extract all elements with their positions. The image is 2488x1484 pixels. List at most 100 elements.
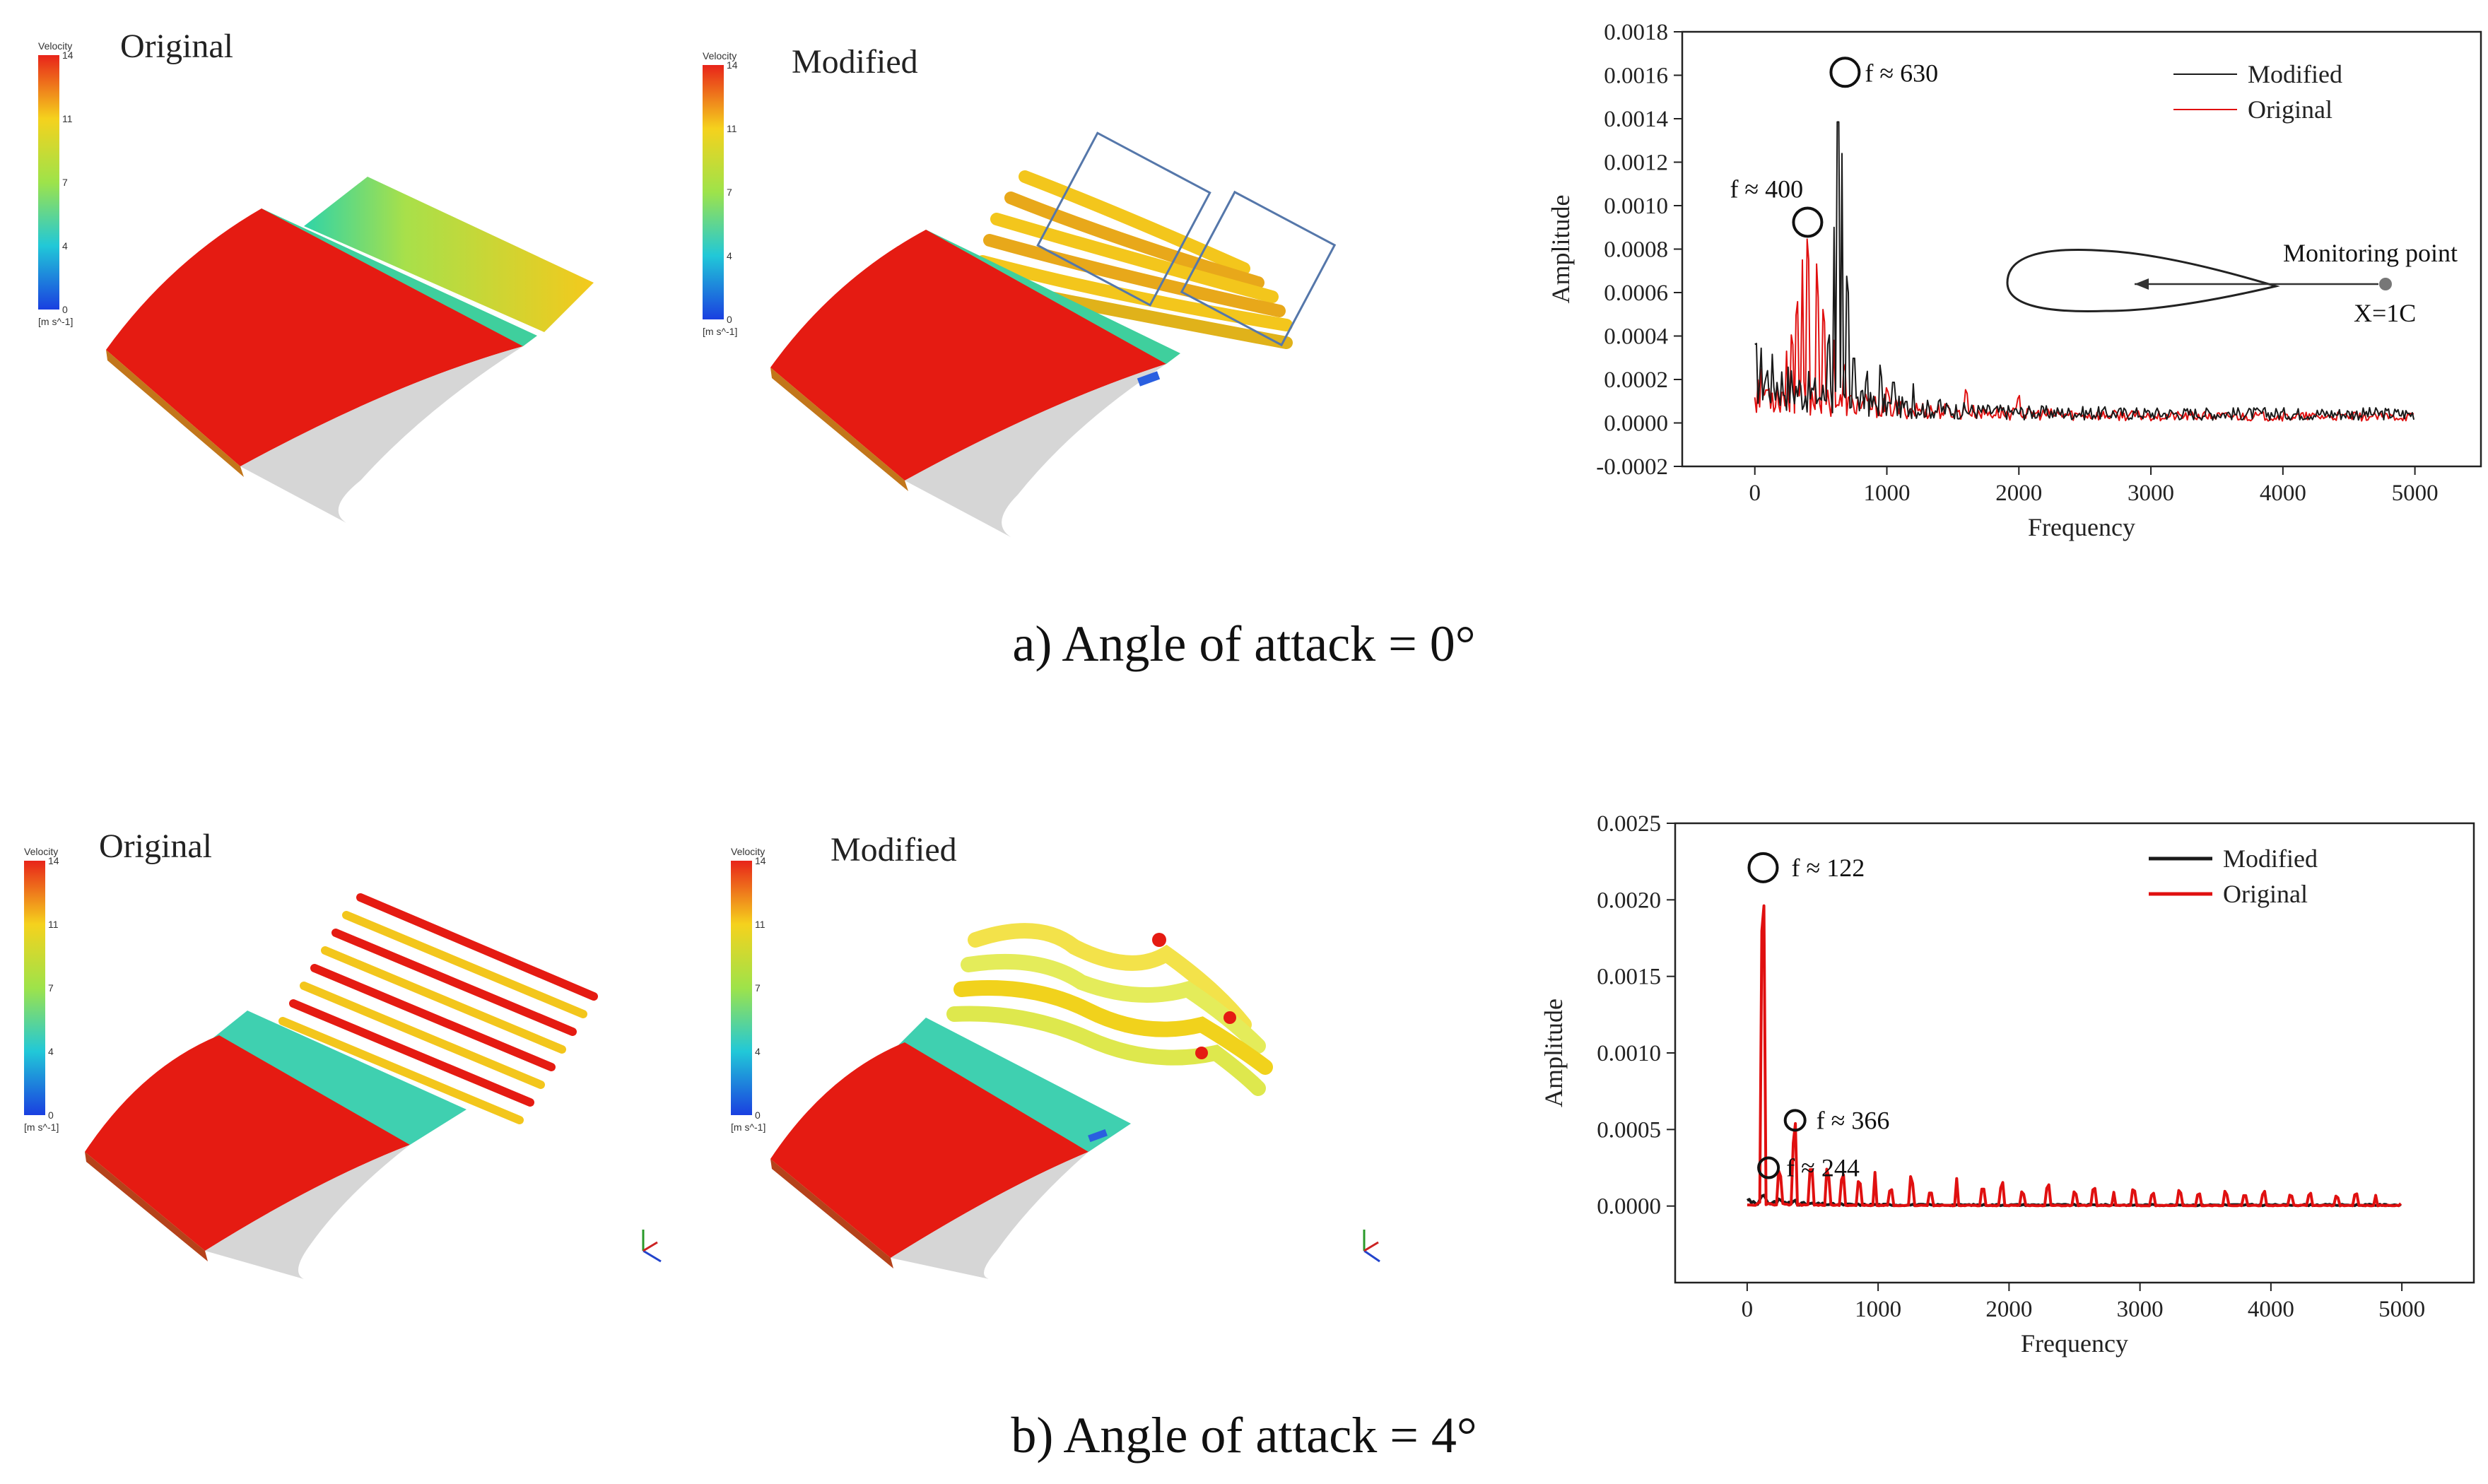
airfoil-upper-surface	[106, 208, 523, 466]
y-tick-label: 0.0014	[1604, 107, 1668, 132]
y-tick-label: 0.0005	[1597, 1117, 1661, 1143]
colorbar-tick: 11	[48, 919, 59, 930]
y-tick-label: 0.0020	[1597, 888, 1661, 913]
colorbar-unit: [m s^-1]	[38, 316, 73, 327]
chart-b: 0.0000 0.0005 0.0010 0.0015 0.0020 0.0025 0 100…	[1498, 791, 2488, 1371]
colorbar-tick: 0	[755, 1109, 761, 1121]
y-tick-label: 0.0016	[1604, 64, 1668, 89]
render-b-original: Velocity 14 11 7 4 0 [m s^-1] Original	[14, 813, 693, 1279]
render-title: Modified	[792, 43, 918, 81]
colorbar-tick: 0	[48, 1109, 54, 1121]
x-tick-label: 4000	[2248, 1297, 2294, 1322]
x-tick-label: 0	[1749, 481, 1761, 506]
colorbar	[38, 55, 59, 310]
colorbar-tick: 11	[62, 113, 73, 124]
wake-streaks	[278, 893, 598, 1124]
render-title: Original	[99, 828, 212, 865]
leading-edge-strip	[85, 1152, 208, 1261]
airfoil-upper-surface	[770, 1042, 1088, 1258]
colorbar-tick: 14	[755, 855, 766, 866]
x-tick-label: 0	[1742, 1297, 1754, 1322]
x-tick-label: 1000	[1864, 481, 1911, 506]
leading-edge-strip	[770, 1159, 893, 1268]
legend-label: Original	[2248, 95, 2332, 124]
inset-position-label: X=1C	[2354, 299, 2416, 327]
colorbar	[703, 65, 724, 319]
x-tick-label: 2000	[1995, 481, 2042, 506]
x-tick-label: 1000	[1855, 1297, 1901, 1322]
colorbar-title: Velocity	[38, 40, 72, 52]
peak-marker	[1747, 852, 1779, 883]
airfoil-underside	[205, 1145, 410, 1279]
chart-a: -0.0002 0.0000 0.0002 0.0004 0.0006 0.0008 0.0…	[1513, 0, 2488, 565]
airfoil-underside	[891, 1152, 1088, 1279]
x-tick-label: 5000	[2392, 481, 2439, 506]
peak-marker	[1757, 1156, 1780, 1179]
y-tick-label: 0.0002	[1604, 367, 1668, 393]
y-tick-label: 0.0000	[1604, 411, 1668, 437]
render-a-original: Velocity 14 11 7 4 0 [m s^-1] Original	[28, 14, 707, 551]
x-axis-label: Frequency	[2028, 513, 2135, 541]
low-velocity-patch	[1088, 1129, 1108, 1143]
legend-label: Original	[2223, 880, 2308, 908]
colorbar-tick: 11	[727, 123, 737, 134]
peak-annotation: f ≈ 122	[1791, 854, 1865, 882]
colorbar-tick: 14	[48, 855, 59, 866]
peak-marker	[1829, 57, 1861, 88]
monitoring-point-marker	[2379, 278, 2392, 290]
transition-strip	[898, 1018, 1131, 1152]
series-line-original	[1747, 904, 2402, 1208]
chart-a-svg: -0.0002 0.0000 0.0002 0.0004 0.0006 0.0008 0.0…	[1547, 20, 2482, 541]
peak-annotation: f ≈ 630	[1865, 59, 1938, 87]
transition-strip	[212, 1011, 466, 1145]
y-tick-label: 0.0006	[1604, 281, 1668, 306]
legend-label: Modified	[2223, 844, 2318, 873]
colorbar-tick: 7	[755, 982, 761, 994]
colorbar-tick: 4	[48, 1046, 54, 1057]
airfoil-underside	[240, 346, 523, 523]
colorbar-tick: 11	[755, 919, 765, 930]
x-tick-label: 3000	[2128, 481, 2174, 506]
y-tick-label: 0.0025	[1597, 811, 1661, 837]
y-axis-label: Amplitude	[1547, 195, 1575, 304]
x-tick-label: 4000	[2260, 481, 2306, 506]
colorbar-tick: 7	[62, 177, 68, 188]
x-tick-label: 3000	[2117, 1297, 2164, 1322]
colorbar-unit: [m s^-1]	[703, 326, 737, 337]
arrow-left-icon	[2135, 278, 2149, 290]
peak-marker	[1792, 206, 1824, 238]
airfoil-underside	[905, 364, 1166, 537]
caption-b: b) Angle of attack = 4°	[1011, 1407, 1477, 1464]
colorbar	[24, 861, 45, 1115]
plot-frame	[1674, 822, 2475, 1284]
colorbar-unit: [m s^-1]	[731, 1121, 765, 1133]
chart-b-svg: 0.0000 0.0005 0.0010 0.0015 0.0020 0.0025 0 100…	[1539, 811, 2475, 1358]
airfoil-upper-surface	[770, 230, 1166, 481]
render-title: Original	[120, 28, 233, 65]
y-tick-label: 0.0010	[1604, 194, 1668, 219]
peak-annotation: f ≈ 400	[1730, 175, 1803, 203]
colorbar-tick: 0	[62, 304, 68, 315]
colorbar-tick: 0	[727, 314, 732, 325]
y-tick-label: 0.0008	[1604, 237, 1668, 263]
y-axis-label: Amplitude	[1539, 999, 1568, 1107]
colorbar	[731, 861, 752, 1115]
peak-annotation: f ≈ 366	[1817, 1106, 1890, 1134]
colorbar-tick: 4	[727, 250, 732, 261]
colorbar-title: Velocity	[24, 846, 58, 857]
legend-label: Modified	[2248, 60, 2342, 88]
probe-box	[1036, 131, 1211, 307]
y-tick-label: 0.0004	[1604, 324, 1668, 350]
y-tick-label: -0.0002	[1596, 454, 1668, 480]
x-tick-label: 5000	[2378, 1297, 2425, 1322]
colorbar-unit: [m s^-1]	[24, 1121, 59, 1133]
inset-label: Monitoring point	[2283, 239, 2458, 267]
y-tick-label: 0.0015	[1597, 965, 1661, 990]
x-tick-label: 2000	[1985, 1297, 2032, 1322]
wake-surface	[304, 177, 594, 332]
leading-edge-strip	[106, 350, 244, 477]
